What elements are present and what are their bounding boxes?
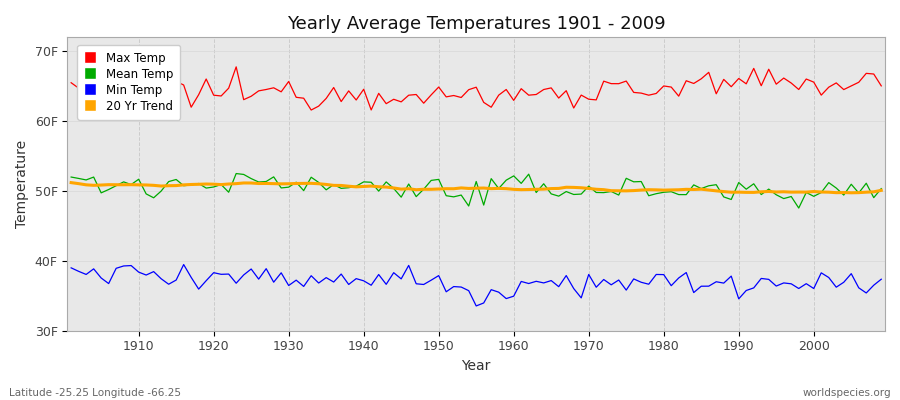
X-axis label: Year: Year — [462, 359, 490, 373]
Text: Latitude -25.25 Longitude -66.25: Latitude -25.25 Longitude -66.25 — [9, 388, 181, 398]
Y-axis label: Temperature: Temperature — [15, 140, 29, 228]
Title: Yearly Average Temperatures 1901 - 2009: Yearly Average Temperatures 1901 - 2009 — [287, 15, 665, 33]
Legend: Max Temp, Mean Temp, Min Temp, 20 Yr Trend: Max Temp, Mean Temp, Min Temp, 20 Yr Tre… — [77, 45, 180, 120]
Text: worldspecies.org: worldspecies.org — [803, 388, 891, 398]
